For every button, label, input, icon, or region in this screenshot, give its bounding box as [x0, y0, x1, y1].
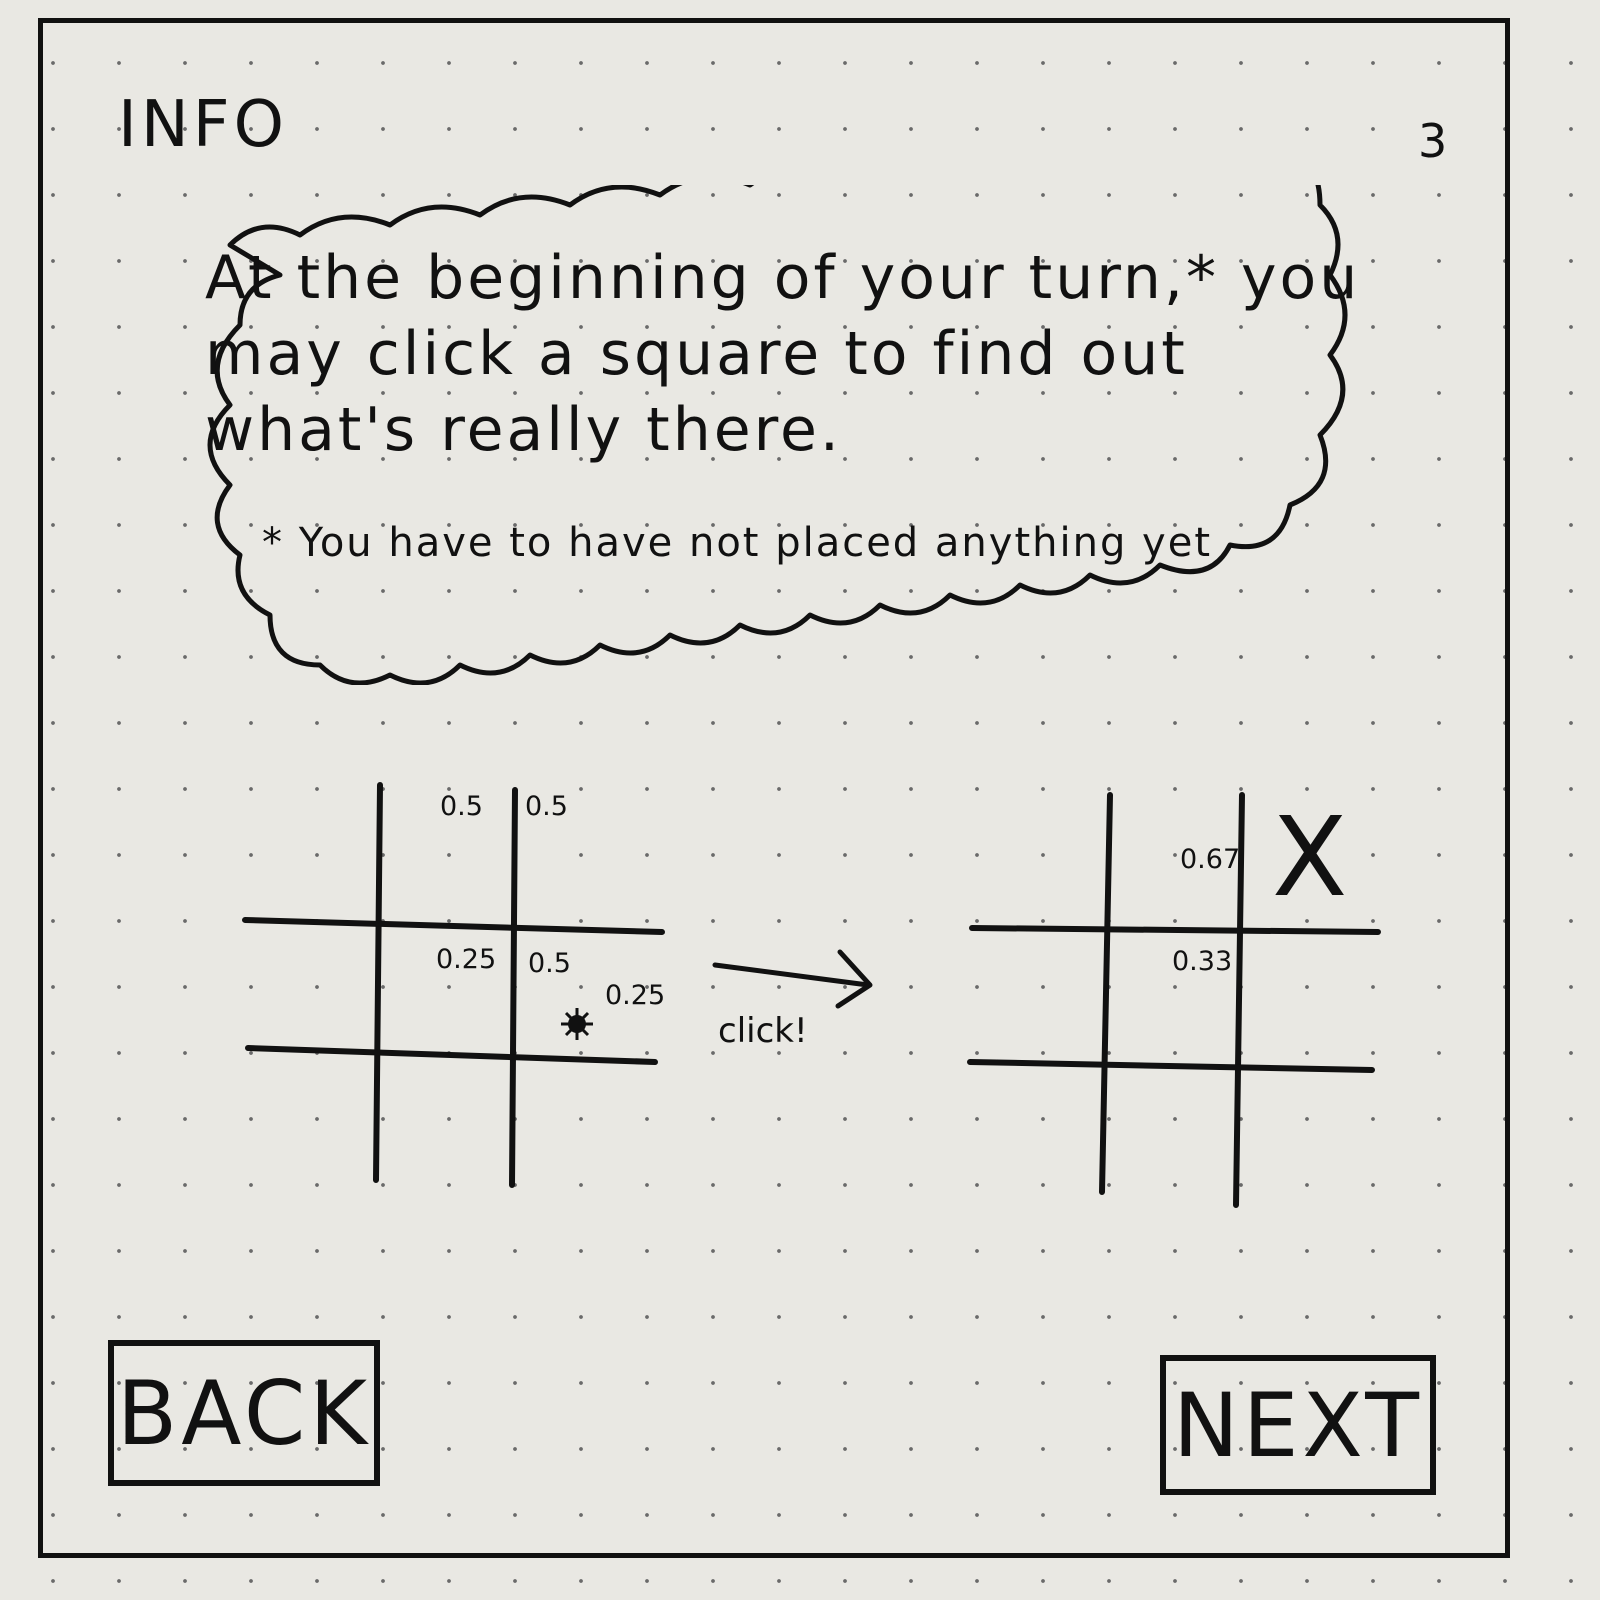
page-number: 3	[1418, 114, 1448, 168]
back-button[interactable]: BACK	[108, 1340, 380, 1486]
before-board-square-center-right[interactable]	[520, 935, 655, 1055]
instruction-text: At the beginning of your turn,* you may …	[205, 243, 1361, 465]
page-frame	[38, 18, 1510, 1558]
footnote-text: * You have to have not placed anything y…	[262, 520, 1213, 566]
next-button[interactable]: NEXT	[1160, 1355, 1436, 1495]
speech-cloud	[207, 185, 1348, 685]
page-title: INFO	[118, 88, 288, 162]
